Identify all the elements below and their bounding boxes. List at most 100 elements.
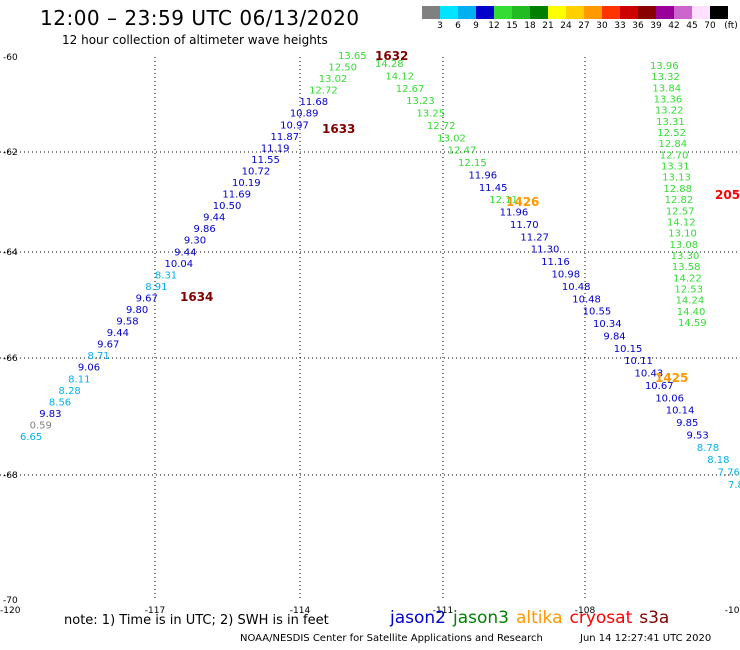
scale-swatch: [638, 6, 656, 19]
wave-height-value: 13.23: [406, 96, 435, 107]
scale-label: 45: [686, 21, 698, 31]
wave-height-value: 10.43: [635, 369, 664, 380]
wave-height-value: 10.11: [624, 356, 653, 367]
wave-height-value: 10.48: [572, 294, 601, 305]
wave-height-value: 14.12: [385, 71, 414, 82]
wave-height-value: 8.31: [155, 270, 177, 281]
scale-swatch: [584, 6, 602, 19]
wave-height-labels: 6.650.599.838.568.288.119.068.719.679.44…: [20, 51, 740, 491]
wave-height-value: 13.25: [417, 109, 446, 120]
wave-height-value: 13.02: [437, 133, 466, 144]
scale-label: 9: [473, 21, 479, 31]
wave-height-value: 12.50: [328, 63, 357, 74]
scale-label: 27: [578, 21, 590, 31]
wave-height-value: 12.70: [660, 150, 689, 161]
scale-swatch: [494, 6, 512, 19]
x-tick-label: -105: [725, 606, 740, 616]
pass-number-label: 1634: [180, 290, 213, 304]
scale-label: (ft): [724, 21, 738, 31]
legend-altika: altika: [516, 608, 563, 628]
scale-swatch: [566, 6, 584, 19]
scale-swatch: [656, 6, 674, 19]
scale-label: 12: [488, 21, 500, 31]
wave-height-value: 11.96: [500, 208, 529, 219]
y-tick-label: -68: [3, 471, 18, 481]
wave-height-value: 12.72: [427, 121, 456, 132]
legend-s3a: s3a: [639, 608, 670, 628]
scale-swatch: [458, 6, 476, 19]
wave-height-value: 14.24: [676, 296, 705, 307]
wave-height-value: 9.80: [126, 305, 148, 316]
scale-label: 36: [632, 21, 644, 31]
wave-height-value: 14.28: [375, 59, 404, 70]
wave-height-value: 12.15: [458, 158, 487, 169]
scale-swatch: [602, 6, 620, 19]
footer-timestamp: Jun 14 12:27:41 UTC 2020: [580, 633, 712, 644]
wave-height-value: 11.87: [271, 132, 300, 143]
y-tick-label: -62: [3, 148, 18, 158]
wave-height-value: 12.47: [448, 146, 477, 157]
wave-height-value: 10.98: [552, 270, 581, 281]
x-tick-label: -111: [433, 606, 453, 616]
wave-height-value: 10.48: [562, 282, 591, 293]
wave-height-value: 10.72: [242, 166, 271, 177]
scale-swatch: [710, 6, 728, 19]
map-grid: [0, 57, 740, 600]
wave-height-value: 12.11: [489, 195, 518, 206]
map-axes: -120 -117 -114 -111 -108 -105 -60 -62 -64 -66 -68 -…: [0, 53, 740, 616]
wave-height-value: 8.18: [707, 455, 729, 466]
wave-height-value: 11.16: [541, 257, 570, 268]
pass-number-label: 1425: [655, 371, 688, 385]
wave-height-value: 8.78: [697, 443, 719, 454]
scale-swatch: [422, 6, 440, 19]
x-tick-label: -120: [0, 606, 21, 616]
x-tick-label: -117: [145, 606, 165, 616]
wave-height-value: 12.82: [665, 195, 694, 206]
legend-jason2: jason2: [390, 608, 446, 628]
scale-swatch: [530, 6, 548, 19]
wave-height-value: 9.85: [676, 418, 698, 429]
wave-height-value: 13.13: [662, 173, 691, 184]
pass-id-labels: 1634 1633 1632 1426 1425 205: [180, 49, 740, 385]
legend-cryosat: cryosat: [569, 608, 633, 628]
wave-height-value: 11.96: [468, 170, 497, 181]
pass-number-label: 205: [715, 188, 740, 202]
wave-height-value: 13.31: [656, 117, 685, 128]
wave-height-value: 13.08: [669, 240, 698, 251]
footer-note: note: 1) Time is in UTC; 2) SWH is in fe…: [64, 613, 329, 628]
wave-height-value: 13.84: [652, 83, 681, 94]
pass-number-label: 1633: [322, 122, 355, 136]
pass-number-label: 1632: [375, 49, 408, 63]
wave-height-value: 10.06: [655, 393, 684, 404]
y-tick-label: -70: [3, 596, 18, 606]
scale-label: 3: [437, 21, 443, 31]
wave-height-value: 12.67: [396, 84, 425, 95]
wave-height-value: 13.02: [319, 74, 348, 85]
scale-swatch: [692, 6, 710, 19]
y-tick-label: -64: [3, 248, 18, 258]
wave-height-value: 9.67: [136, 293, 158, 304]
scale-swatch: [548, 6, 566, 19]
wave-height-value: 9.44: [174, 247, 196, 258]
footer-credit: NOAA/NESDIS Center for Satellite Applica…: [240, 633, 543, 644]
wave-height-value: 10.89: [290, 109, 319, 120]
wave-height-value: 13.31: [661, 162, 690, 173]
scale-label: 24: [560, 21, 572, 31]
pass-number-label: 1426: [506, 195, 539, 209]
wave-height-value: 12.53: [674, 284, 703, 295]
wave-height-value: 9.44: [203, 213, 225, 224]
wave-height-value: 9.83: [39, 409, 61, 420]
scale-swatch: [512, 6, 530, 19]
wave-height-value: 11.70: [510, 220, 539, 231]
scale-label: 70: [704, 21, 716, 31]
wave-height-value: 9.84: [603, 331, 625, 342]
scale-label: 33: [614, 21, 626, 31]
scale-swatch: [674, 6, 692, 19]
wave-height-value: 10.50: [213, 201, 242, 212]
wave-height-value: 11.45: [479, 183, 508, 194]
scale-swatch: [440, 6, 458, 19]
legend-jason3: jason3: [453, 608, 509, 628]
wave-height-value: 12.88: [663, 184, 692, 195]
wave-height-value: 13.32: [651, 72, 680, 83]
wave-height-value: 13.36: [654, 95, 683, 106]
